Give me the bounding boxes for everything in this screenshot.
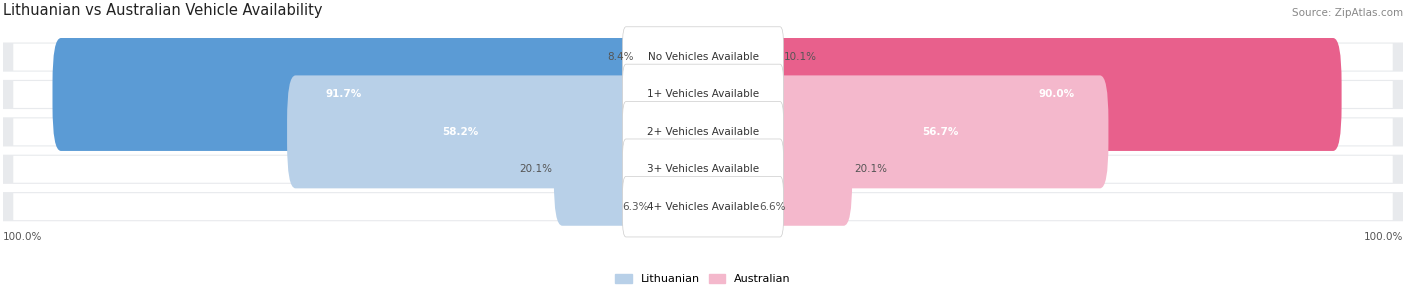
FancyBboxPatch shape: [772, 38, 1341, 151]
Text: 20.1%: 20.1%: [855, 164, 887, 174]
FancyBboxPatch shape: [13, 81, 1393, 108]
Text: 1+ Vehicles Available: 1+ Vehicles Available: [647, 90, 759, 100]
Text: No Vehicles Available: No Vehicles Available: [648, 52, 758, 62]
FancyBboxPatch shape: [623, 64, 783, 125]
Text: 100.0%: 100.0%: [1364, 232, 1403, 242]
FancyBboxPatch shape: [3, 43, 1403, 72]
Text: 20.1%: 20.1%: [519, 164, 551, 174]
FancyBboxPatch shape: [772, 113, 852, 226]
Text: 4+ Vehicles Available: 4+ Vehicles Available: [647, 202, 759, 212]
Text: 6.6%: 6.6%: [759, 202, 786, 212]
FancyBboxPatch shape: [772, 76, 1108, 188]
Text: 3+ Vehicles Available: 3+ Vehicles Available: [647, 164, 759, 174]
FancyBboxPatch shape: [3, 80, 1403, 109]
Text: 100.0%: 100.0%: [3, 232, 42, 242]
Text: 6.3%: 6.3%: [621, 202, 648, 212]
Legend: Lithuanian, Australian: Lithuanian, Australian: [616, 274, 790, 284]
FancyBboxPatch shape: [13, 118, 1393, 145]
FancyBboxPatch shape: [623, 176, 783, 237]
FancyBboxPatch shape: [52, 38, 634, 151]
Text: 58.2%: 58.2%: [443, 127, 479, 137]
Text: 2+ Vehicles Available: 2+ Vehicles Available: [647, 127, 759, 137]
Text: 10.1%: 10.1%: [785, 52, 817, 62]
Text: 56.7%: 56.7%: [922, 127, 959, 137]
FancyBboxPatch shape: [3, 192, 1403, 221]
Text: 90.0%: 90.0%: [1039, 90, 1074, 100]
FancyBboxPatch shape: [3, 155, 1403, 184]
FancyBboxPatch shape: [554, 113, 634, 226]
FancyBboxPatch shape: [13, 44, 1393, 71]
FancyBboxPatch shape: [3, 117, 1403, 146]
FancyBboxPatch shape: [287, 76, 634, 188]
Text: 8.4%: 8.4%: [607, 52, 634, 62]
FancyBboxPatch shape: [623, 139, 783, 200]
Text: 91.7%: 91.7%: [325, 90, 361, 100]
FancyBboxPatch shape: [623, 102, 783, 162]
FancyBboxPatch shape: [13, 193, 1393, 220]
Text: Lithuanian vs Australian Vehicle Availability: Lithuanian vs Australian Vehicle Availab…: [3, 3, 322, 18]
FancyBboxPatch shape: [623, 27, 783, 87]
FancyBboxPatch shape: [13, 156, 1393, 183]
Text: Source: ZipAtlas.com: Source: ZipAtlas.com: [1292, 8, 1403, 18]
